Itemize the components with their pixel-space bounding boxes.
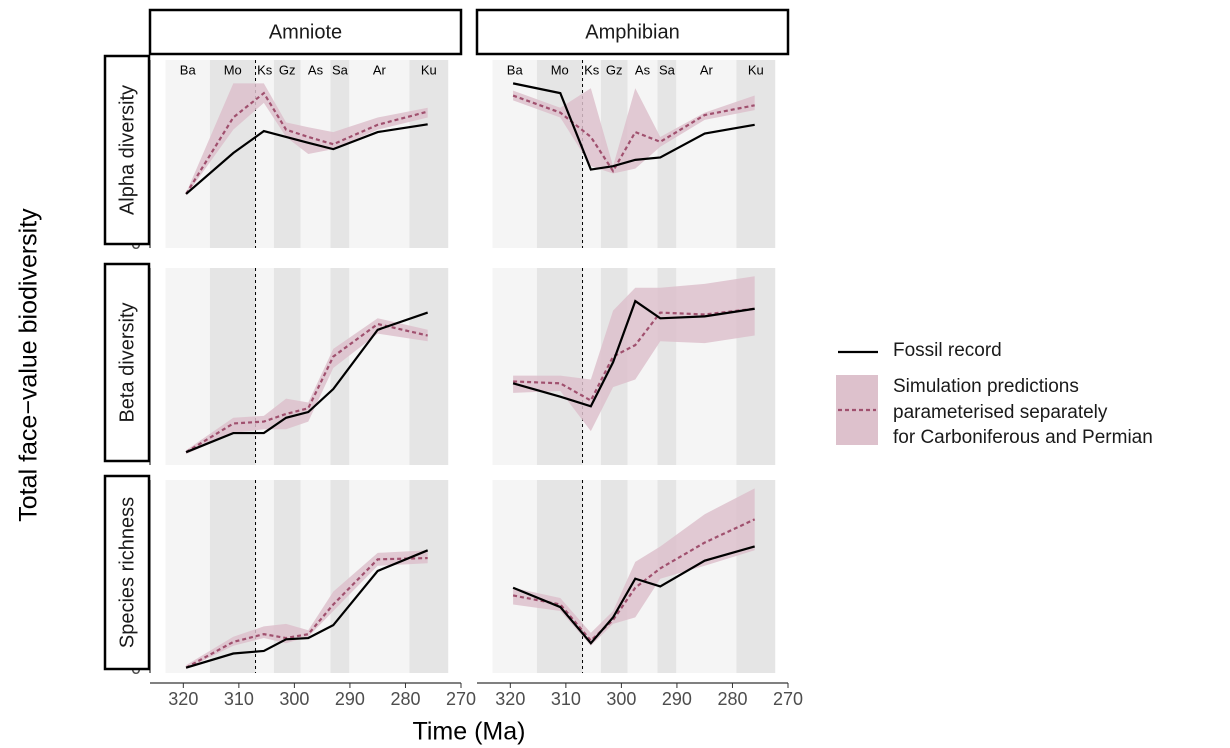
x-tick-label: 270 [446, 689, 476, 709]
simulation-line [512, 94, 755, 174]
simulation-line [185, 91, 428, 195]
x-tick-label: 310 [224, 689, 254, 709]
stage-band [255, 268, 274, 465]
simulation-line [512, 518, 756, 643]
fossil-line [185, 311, 429, 454]
stage-label: Gz [279, 62, 296, 77]
stage-label: Sa [659, 62, 676, 77]
prediction-band [186, 83, 428, 196]
prediction-band [513, 88, 755, 174]
x-tick-label: 310 [551, 689, 581, 709]
column-strip [475, 8, 790, 56]
column-strip-label: Amphibian [585, 21, 680, 43]
fossil-line [512, 299, 755, 408]
stage-label: As [635, 62, 651, 77]
stage-band [676, 60, 737, 248]
stage-band [330, 480, 350, 673]
stage-band [736, 60, 776, 248]
stage-band [330, 268, 350, 465]
column-strip-label: Amniote [269, 21, 342, 43]
row-strip-label: Species richness [116, 497, 138, 648]
stage-band [165, 480, 210, 673]
x-tick-label: 320 [495, 689, 525, 709]
row-strip [103, 262, 151, 463]
x-tick-label: 290 [335, 689, 365, 709]
column-strip [148, 8, 463, 56]
y-axis-title: Total face−value biodiversity [15, 208, 43, 522]
stage-band [492, 480, 537, 673]
stage-label: Ks [584, 62, 600, 77]
legend-entry: Simulation predictions parameterised sep… [893, 376, 1153, 448]
stage-label: As [308, 62, 324, 77]
stage-band [300, 60, 331, 248]
stage-band [349, 60, 410, 248]
stage-band [165, 268, 210, 465]
x-tick-label: 300 [279, 689, 309, 709]
stage-label: Ba [180, 62, 197, 77]
x-tick-label: 280 [717, 689, 747, 709]
stage-label: Ks [257, 62, 273, 77]
simulation-line [185, 556, 428, 669]
stage-band [409, 60, 449, 248]
stage-label: Ku [748, 62, 764, 77]
stage-band [349, 268, 410, 465]
stage-label: Ku [421, 62, 437, 77]
prediction-band [513, 488, 755, 646]
x-tick-label: 300 [606, 689, 636, 709]
stage-band [492, 60, 537, 248]
stage-band [330, 60, 350, 248]
stage-band [409, 268, 449, 465]
x-tick-label: 280 [390, 689, 420, 709]
stage-band [536, 60, 583, 248]
x-tick-label: 320 [168, 689, 198, 709]
stage-band [273, 268, 301, 465]
stage-band [582, 480, 601, 673]
x-axis-title: Time (Ma) [413, 718, 526, 746]
legend-band-key [836, 375, 878, 445]
row-strip-label: Alpha diversity [116, 85, 138, 215]
x-tick-label: 270 [773, 689, 803, 709]
stage-band [273, 60, 301, 248]
prediction-band [186, 550, 428, 670]
fossil-line [185, 123, 428, 195]
stage-band [409, 480, 449, 673]
stage-label: Mo [551, 62, 569, 77]
stage-label: Sa [332, 62, 349, 77]
x-tick-label: 290 [662, 689, 692, 709]
stage-band [255, 480, 274, 673]
fossil-line [512, 545, 755, 645]
stage-band [536, 480, 583, 673]
stage-label: Ar [700, 62, 714, 77]
stage-label: Ba [507, 62, 524, 77]
row-strip [103, 474, 151, 671]
row-strip [103, 54, 151, 246]
stage-label: Mo [224, 62, 242, 77]
stage-band [492, 268, 537, 465]
simulation-line [513, 307, 755, 403]
fossil-line [512, 82, 755, 171]
stage-label: Gz [606, 62, 623, 77]
stage-band [600, 480, 628, 673]
legend-entry: Fossil record [893, 340, 1002, 361]
stage-band [536, 268, 583, 465]
stage-label: Ar [373, 62, 387, 77]
stage-band [300, 480, 331, 673]
row-strip-label: Beta diversity [116, 302, 138, 422]
prediction-band [186, 318, 428, 455]
simulation-line [185, 322, 428, 454]
stage-band [165, 60, 210, 248]
fossil-line [185, 549, 429, 669]
